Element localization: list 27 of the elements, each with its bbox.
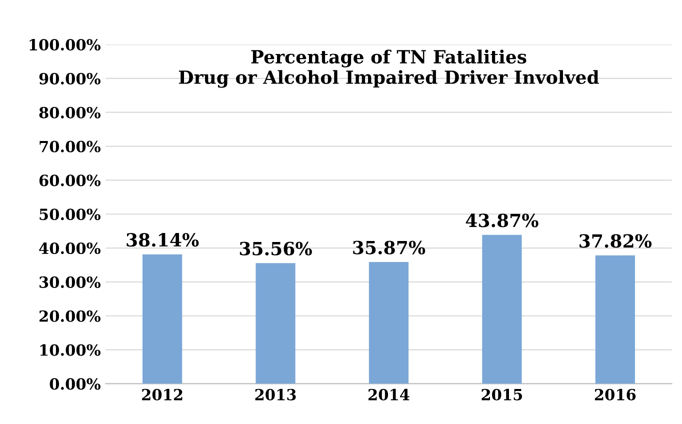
y-tick-label: 20.00% — [40, 310, 100, 322]
bar — [256, 263, 296, 384]
data-label: 43.87% — [466, 214, 538, 228]
data-label: 35.56% — [240, 242, 312, 256]
data-label: 35.87% — [353, 240, 426, 254]
x-tick-label: 2014 — [368, 388, 410, 400]
bar — [368, 262, 409, 384]
data-label: 37.82% — [580, 234, 652, 248]
y-tick-label: 90.00% — [39, 72, 100, 84]
y-tick-label: 70.00% — [40, 140, 100, 152]
bar — [482, 234, 522, 384]
y-tick-label: 0.00% — [50, 378, 100, 390]
x-tick-label: 2016 — [594, 388, 636, 400]
y-tick-label: 30.00% — [40, 276, 100, 288]
bar — [142, 254, 182, 384]
y-tick-label: 40.00% — [39, 242, 100, 254]
y-tick-label: 60.00% — [39, 174, 100, 186]
y-tick-label: 50.00% — [40, 208, 100, 220]
x-tick-label: 2012 — [142, 388, 182, 400]
bar — [595, 255, 635, 384]
y-tick-label: 100.00% — [30, 38, 100, 51]
y-tick-label: 10.00% — [40, 344, 100, 356]
x-tick-label: 2013 — [255, 388, 296, 400]
data-label: 38.14% — [126, 233, 199, 247]
y-tick-label: 80.00% — [39, 106, 100, 118]
x-tick-label: 2015 — [482, 388, 522, 400]
text: Percentage of TN Fatalities Drug or Alcohol Impaired Driver Involved — [178, 50, 599, 88]
